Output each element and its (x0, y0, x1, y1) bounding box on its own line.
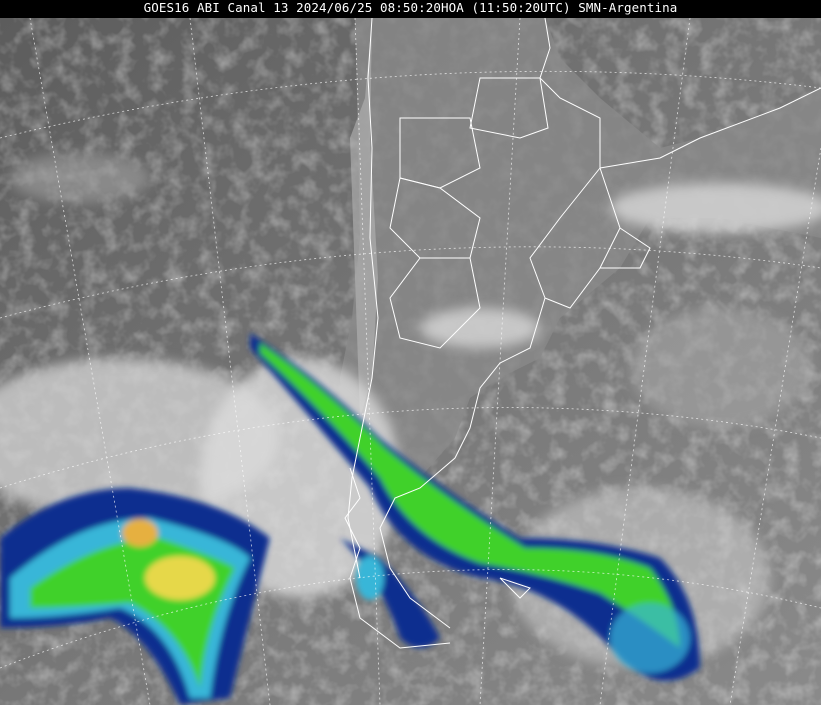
image-title: GOES16 ABI Canal 13 2024/06/25 08:50:20H… (0, 0, 821, 18)
storm-systems (0, 333, 700, 705)
country-borders (344, 18, 821, 649)
land-masses (340, 18, 821, 578)
satellite-image (0, 18, 821, 705)
lat-lon-grid (0, 18, 821, 705)
